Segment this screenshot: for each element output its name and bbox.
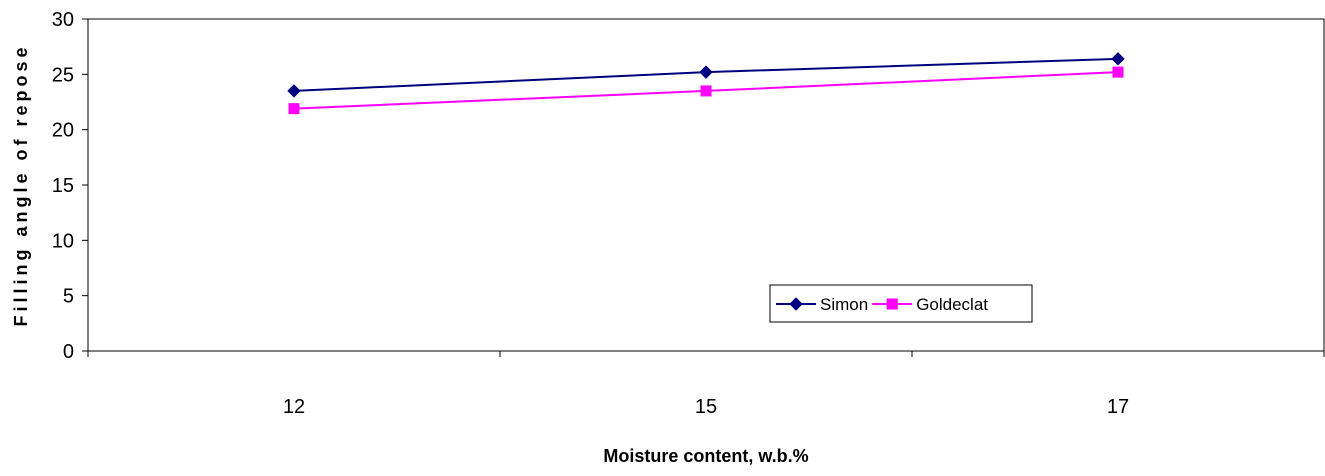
y-tick-label: 25 (52, 64, 74, 86)
series-simon (287, 52, 1125, 98)
data-point (287, 84, 301, 98)
y-axis: 0 5 10 15 20 25 30 (52, 9, 88, 363)
legend-item-simon: Simon (776, 295, 868, 314)
y-tick-label: 0 (63, 341, 74, 363)
y-axis-title: Filling angle of repose (11, 43, 31, 326)
legend-item-goldeclat: Goldeclat (872, 295, 988, 314)
x-tick-label: 15 (695, 396, 717, 418)
legend: Simon Goldeclat (769, 284, 1033, 323)
data-point (1112, 66, 1124, 78)
series-layer (287, 52, 1125, 115)
x-axis-title: Moisture content, w.b.% (603, 446, 808, 466)
x-tick-label: 17 (1107, 396, 1129, 418)
legend-swatch-marker (886, 298, 898, 310)
data-point (288, 103, 300, 115)
y-tick-label: 30 (52, 9, 74, 31)
legend-label: Goldeclat (916, 295, 988, 314)
y-tick-label: 15 (52, 175, 74, 197)
y-tick-label: 5 (63, 286, 74, 308)
data-point (700, 85, 712, 97)
legend-label: Simon (820, 295, 868, 314)
data-point (699, 65, 713, 79)
x-tick-label: 12 (283, 396, 305, 418)
series-goldeclat (288, 66, 1124, 115)
data-point (1111, 52, 1125, 66)
y-tick-label: 20 (52, 120, 74, 142)
y-tick-label: 10 (52, 230, 74, 252)
x-axis: 12 15 17 (87, 351, 1325, 418)
legend-swatch-marker (789, 297, 803, 311)
